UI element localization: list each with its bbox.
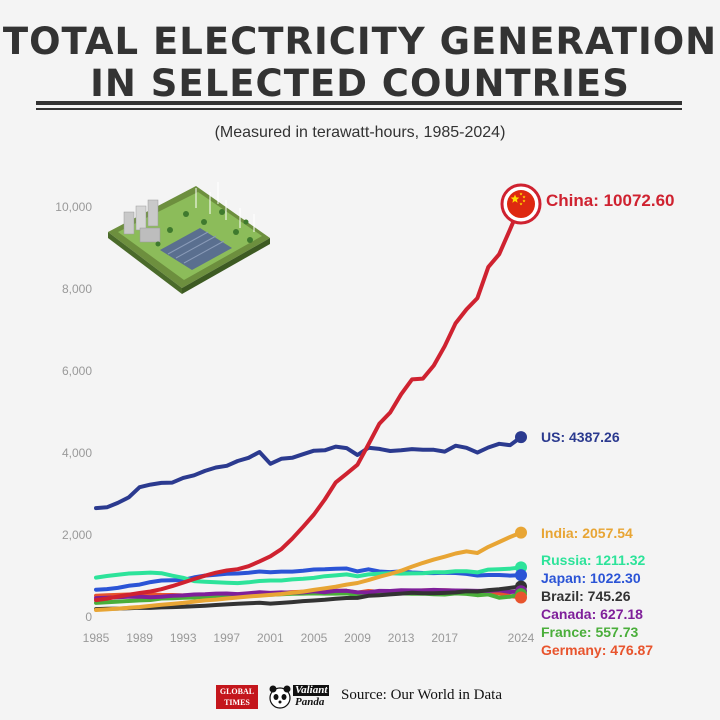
x-tick-label: 2017 bbox=[431, 631, 458, 645]
flag-star-small bbox=[522, 199, 526, 203]
end-marker-us bbox=[515, 431, 527, 444]
x-tick-label: 1989 bbox=[126, 631, 153, 645]
chart-subtitle: (Measured in terawatt-hours, 1985-2024) bbox=[214, 124, 506, 141]
line-chart: 0 2,000 4,000 6,000 8,000 10,000 1985 1989 1993… bbox=[55, 182, 675, 658]
logo1-line2: TIMES bbox=[224, 698, 250, 707]
x-tick-label: 1993 bbox=[170, 631, 197, 645]
panda-icon bbox=[269, 685, 291, 709]
end-label-germany: Germany: 476.87 bbox=[541, 642, 653, 658]
x-tick-label: 2001 bbox=[257, 631, 284, 645]
logo2-line2: Panda bbox=[295, 696, 325, 708]
end-marker-germany bbox=[515, 591, 527, 604]
x-tick-label: 2013 bbox=[388, 631, 415, 645]
end-label-brazil: Brazil: 745.26 bbox=[541, 588, 631, 604]
chart-title-line1: TOTAL ELECTRICITY GENERATION bbox=[2, 20, 718, 63]
source-note: Source: Our World in Data bbox=[341, 687, 502, 703]
y-tick-label: 8,000 bbox=[62, 282, 92, 296]
end-label-france: France: 557.73 bbox=[541, 624, 638, 640]
flag-star-small bbox=[519, 202, 523, 206]
chart-title-line2: IN SELECTED COUNTRIES bbox=[90, 62, 630, 105]
china-flag-icon bbox=[500, 183, 542, 225]
end-label-us: US: 4387.26 bbox=[541, 429, 620, 445]
y-tick-label: 6,000 bbox=[62, 364, 92, 378]
logo1-line1: GLOBAL bbox=[219, 687, 255, 696]
global-times-logo: GLOBAL TIMES bbox=[216, 685, 258, 709]
flag-star-large bbox=[510, 194, 520, 203]
y-tick-label: 4,000 bbox=[62, 446, 92, 460]
end-label-canada: Canada: 627.18 bbox=[541, 606, 643, 622]
end-label-china: China: 10072.60 bbox=[546, 191, 675, 210]
end-marker-japan bbox=[515, 569, 527, 582]
y-tick-label: 2,000 bbox=[62, 528, 92, 542]
end-label-india: India: 2057.54 bbox=[541, 525, 633, 541]
y-axis: 0 2,000 4,000 6,000 8,000 10,000 bbox=[55, 200, 92, 624]
power-plant-illustration bbox=[108, 182, 270, 294]
x-tick-label: 2009 bbox=[344, 631, 371, 645]
logo2-line1: Valiant bbox=[293, 684, 330, 696]
series-line-russia bbox=[94, 565, 523, 586]
end-markers bbox=[515, 431, 527, 604]
series-line-brazil bbox=[94, 584, 523, 612]
end-label-russia: Russia: 1211.32 bbox=[541, 552, 646, 568]
x-axis: 1985 1989 1993 1997 2001 2005 2009 2013 2017 2024 bbox=[83, 631, 535, 645]
footer: GLOBAL TIMES Valiant Panda Source: Our W… bbox=[0, 683, 720, 711]
series-line-us bbox=[94, 435, 523, 511]
title-divider-thick bbox=[36, 101, 682, 105]
flag-star-small bbox=[519, 192, 523, 196]
flag-star-small bbox=[522, 195, 526, 199]
end-labels: China: 10072.60 US: 4387.26 India: 2057.54… bbox=[541, 191, 675, 658]
series-line-india bbox=[94, 530, 523, 612]
x-tick-label: 2005 bbox=[301, 631, 328, 645]
title-divider-thin bbox=[36, 108, 682, 110]
series-line-china bbox=[94, 202, 523, 603]
y-tick-label: 10,000 bbox=[55, 200, 92, 214]
x-tick-label: 1985 bbox=[83, 631, 110, 645]
end-label-japan: Japan: 1022.30 bbox=[541, 570, 641, 586]
x-tick-label: 2024 bbox=[508, 631, 535, 645]
x-tick-label: 1997 bbox=[213, 631, 240, 645]
series-lines bbox=[94, 202, 523, 612]
y-tick-label: 0 bbox=[85, 610, 92, 624]
valiant-panda-logo: Valiant Panda bbox=[293, 684, 330, 709]
end-marker-india bbox=[515, 526, 527, 539]
